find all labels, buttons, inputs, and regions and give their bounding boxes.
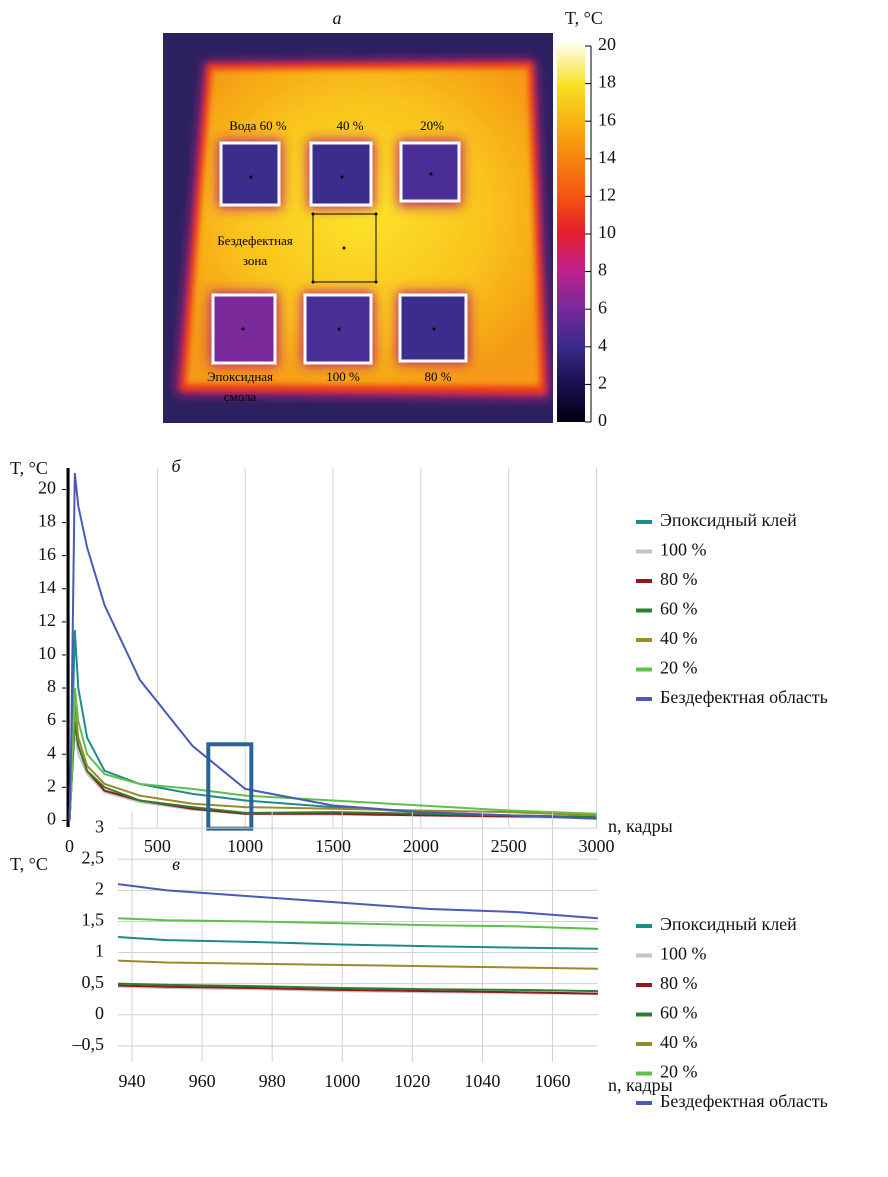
- x-tick-label: 940: [119, 1071, 146, 1091]
- legend-label: Бездефектная область: [660, 1091, 828, 1111]
- x-tick-label: 1000: [324, 1071, 360, 1091]
- y-tick-label: –0,5: [72, 1034, 105, 1054]
- y-tick-label: 10: [38, 643, 56, 663]
- colorbar-tick-label: 14: [598, 147, 616, 167]
- legend-label: 40 %: [660, 1032, 698, 1052]
- annotation: Вода 60 %: [229, 118, 287, 133]
- y-tick-label: 6: [47, 709, 56, 729]
- legend-label: 20 %: [660, 1062, 698, 1082]
- legend-label: 60 %: [660, 1003, 698, 1023]
- legend-label: 40 %: [660, 628, 698, 648]
- y-axis-label: T, °C: [10, 854, 48, 874]
- y-tick-label: 4: [47, 742, 56, 762]
- legend-label: Эпоксидный клей: [660, 914, 797, 934]
- colorbar-tick-label: 18: [598, 72, 616, 92]
- legend-label: 80 %: [660, 973, 698, 993]
- y-tick-label: 2: [47, 775, 56, 795]
- y-tick-label: 16: [38, 544, 56, 564]
- annotation: зона: [243, 253, 268, 268]
- x-tick-label: 2500: [491, 836, 527, 856]
- colorbar-tick-label: 12: [598, 185, 616, 205]
- x-tick-label: 960: [189, 1071, 216, 1091]
- legend-label: Бездефектная область: [660, 687, 828, 707]
- y-tick-label: 14: [38, 577, 56, 597]
- annotation: 40 %: [336, 118, 363, 133]
- plot-area: [118, 884, 598, 994]
- x-tick-label: 1040: [464, 1071, 500, 1091]
- colorbar-tick-label: 20: [598, 34, 616, 54]
- panel-label: в: [172, 854, 180, 874]
- annotation: Бездефектная: [217, 233, 293, 248]
- annotation: 100 %: [326, 369, 360, 384]
- y-tick-label: 0,5: [82, 972, 105, 992]
- series-line: [118, 918, 598, 929]
- y-tick-label: 2: [95, 878, 104, 898]
- y-tick-label: 1,5: [82, 910, 105, 930]
- annotation: 20%: [420, 118, 444, 133]
- x-tick-label: 0: [65, 836, 74, 856]
- thermogram: [163, 33, 553, 423]
- panel-label: б: [171, 456, 181, 476]
- colorbar-tick-label: 8: [598, 260, 607, 280]
- y-tick-label: 8: [47, 676, 56, 696]
- legend-label: Эпоксидный клей: [660, 510, 797, 530]
- panel-label: а: [333, 8, 342, 28]
- y-tick-label: 0: [95, 1003, 104, 1023]
- y-tick-label: 12: [38, 610, 56, 630]
- y-tick-label: 0: [47, 809, 56, 829]
- colorbar-tick-label: 16: [598, 109, 616, 129]
- legend-label: 60 %: [660, 599, 698, 619]
- annotation: 80 %: [424, 369, 451, 384]
- series-line: [118, 961, 598, 969]
- legend-label: 100 %: [660, 540, 707, 560]
- x-tick-label: 500: [144, 836, 171, 856]
- y-tick-label: 3: [95, 816, 104, 836]
- series-line: [118, 884, 598, 918]
- x-tick-label: 1060: [534, 1071, 570, 1091]
- y-tick-label: 18: [38, 511, 56, 531]
- legend-label: 20 %: [660, 658, 698, 678]
- legend-label: 100 %: [660, 944, 707, 964]
- x-axis-label: n, кадры: [608, 816, 673, 836]
- colorbar-tick-label: 2: [598, 373, 607, 393]
- annotation: Эпоксидная: [207, 369, 273, 384]
- colorbar: [557, 40, 585, 422]
- y-axis-label: T, °C: [10, 458, 48, 478]
- figure: аT, °C02468101214161820Вода 60 %40 %20%Б…: [0, 0, 888, 1177]
- y-tick-label: 2,5: [82, 847, 105, 867]
- colorbar-tick-label: 0: [598, 410, 607, 430]
- annotation: смола: [224, 389, 257, 404]
- legend-label: 80 %: [660, 569, 698, 589]
- colorbar-label: T, °C: [565, 8, 603, 28]
- x-tick-label: 2000: [403, 836, 439, 856]
- y-tick-label: 1: [95, 941, 104, 961]
- x-tick-label: 1500: [315, 836, 351, 856]
- x-tick-label: 1000: [227, 836, 263, 856]
- series-line: [118, 937, 598, 949]
- x-tick-label: 1020: [394, 1071, 430, 1091]
- y-tick-label: 20: [38, 478, 56, 498]
- x-tick-label: 980: [259, 1071, 286, 1091]
- colorbar-tick-label: 6: [598, 297, 607, 317]
- x-tick-label: 3000: [578, 836, 614, 856]
- colorbar-tick-label: 4: [598, 335, 607, 355]
- colorbar-tick-label: 10: [598, 222, 616, 242]
